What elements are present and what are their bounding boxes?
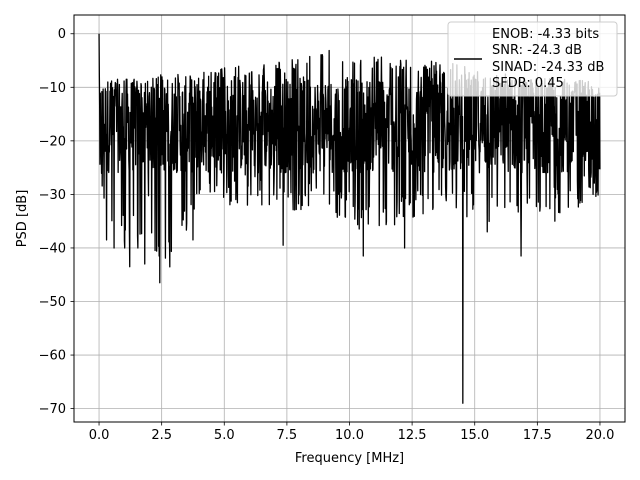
y-tick-label: 0 bbox=[58, 27, 66, 42]
legend-sfdr: SFDR: 0.45 bbox=[492, 76, 564, 91]
x-tick-label: 7.5 bbox=[277, 428, 298, 443]
psd-line bbox=[98, 33, 601, 404]
legend: ENOB: -4.33 bits SNR: -24.3 dB SINAD: -2… bbox=[447, 21, 618, 97]
legend-snr: SNR: -24.3 dB bbox=[492, 43, 582, 58]
y-tick-label: −40 bbox=[39, 241, 66, 256]
x-tick-label: 5.0 bbox=[214, 428, 235, 443]
legend-box bbox=[447, 21, 618, 97]
x-tick-label: 17.5 bbox=[523, 428, 552, 443]
y-tick-label: −60 bbox=[39, 349, 66, 364]
x-axis-label: Frequency [MHz] bbox=[295, 451, 404, 466]
x-tick-label: 12.5 bbox=[398, 428, 427, 443]
x-tick-label: 15.0 bbox=[460, 428, 489, 443]
legend-sinad: SINAD: -24.33 dB bbox=[492, 60, 604, 75]
psd-series bbox=[98, 33, 601, 404]
y-tick-label: −10 bbox=[39, 81, 66, 96]
y-axis-ticks: 0 −10 −20 −30 −40 −50 −60 −70 bbox=[39, 27, 74, 417]
y-tick-label: −70 bbox=[39, 402, 66, 417]
y-tick-label: −50 bbox=[39, 295, 66, 310]
x-tick-label: 10.0 bbox=[335, 428, 364, 443]
y-tick-label: −30 bbox=[39, 188, 66, 203]
y-tick-label: −20 bbox=[39, 134, 66, 149]
x-tick-label: 2.5 bbox=[151, 428, 172, 443]
y-axis-label: PSD [dB] bbox=[15, 190, 30, 248]
x-axis-ticks: 0.0 2.5 5.0 7.5 10.0 12.5 15.0 17.5 20.0 bbox=[89, 422, 614, 443]
x-tick-label: 20.0 bbox=[585, 428, 614, 443]
legend-enob: ENOB: -4.33 bits bbox=[492, 27, 599, 42]
x-tick-label: 0.0 bbox=[89, 428, 110, 443]
